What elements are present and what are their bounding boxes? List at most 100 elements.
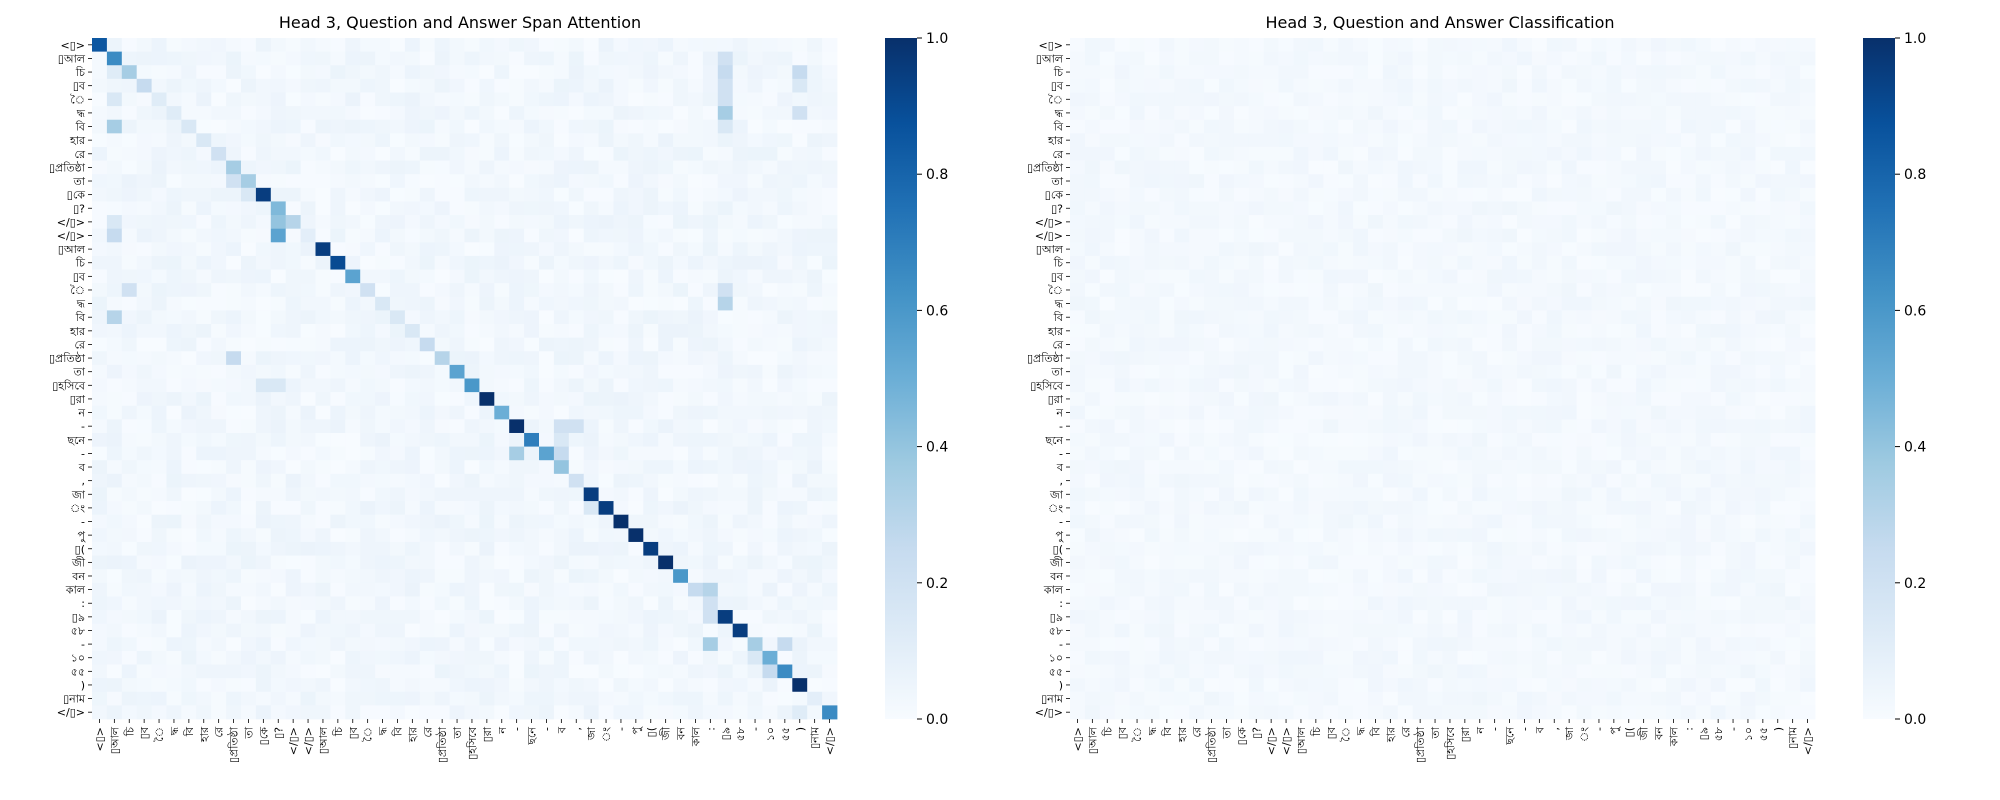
heatmap-cell [360, 78, 376, 93]
heatmap-cell [1323, 541, 1339, 556]
heatmap-cell [658, 92, 674, 107]
heatmap-cell [345, 92, 361, 107]
heatmap-cell [449, 92, 465, 107]
heatmap-cell [539, 650, 555, 665]
heatmap-cell [330, 228, 346, 243]
heatmap-cell [807, 242, 823, 257]
heatmap-cell [1099, 269, 1116, 284]
heatmap-cell [568, 528, 585, 543]
heatmap-cell [1651, 38, 1667, 53]
heatmap-cell [464, 650, 480, 665]
heatmap-cell [1457, 92, 1473, 107]
heatmap-cell [151, 92, 167, 107]
heatmap-cell [524, 460, 540, 475]
heatmap-cell [598, 419, 614, 434]
heatmap-cell [434, 187, 450, 202]
heatmap-cell [1248, 51, 1265, 66]
heatmap-cell [1606, 541, 1622, 556]
heatmap-cell [494, 324, 510, 339]
heatmap-cell [106, 215, 123, 230]
heatmap-cell [1248, 610, 1265, 625]
heatmap-cell [1725, 133, 1741, 148]
heatmap-cell [732, 582, 748, 597]
heatmap-cell [121, 255, 138, 270]
heatmap-cell [583, 160, 599, 175]
heatmap-cell [404, 146, 421, 161]
heatmap-cell [613, 487, 629, 502]
heatmap-cell [1502, 351, 1518, 366]
heatmap-cell [1099, 541, 1116, 556]
heatmap-cell [1248, 650, 1265, 665]
heatmap-cell [1233, 392, 1250, 407]
heatmap-cell [539, 501, 555, 516]
heatmap-cell [315, 146, 331, 161]
heatmap-cell [300, 187, 316, 202]
heatmap-cell [360, 92, 376, 107]
heatmap-cell [1472, 187, 1488, 202]
heatmap-cell [553, 38, 570, 53]
heatmap-cell [1636, 106, 1652, 121]
heatmap-cell [360, 133, 376, 148]
heatmap-cell [196, 215, 212, 230]
heatmap-cell [92, 514, 108, 529]
heatmap-cell [375, 528, 391, 543]
heatmap-cell [1591, 324, 1607, 339]
heatmap-cell [598, 133, 614, 148]
heatmap-cell [1457, 51, 1473, 66]
heatmap-cell [1323, 637, 1339, 652]
heatmap-cell [1323, 269, 1339, 284]
heatmap-cell [702, 269, 719, 284]
heatmap-cell [151, 228, 167, 243]
heatmap-cell [1070, 119, 1086, 134]
heatmap-cell [524, 528, 540, 543]
heatmap-cell [598, 351, 614, 366]
heatmap-cell [121, 378, 138, 393]
heatmap-cell [1695, 228, 1712, 243]
heatmap-cell [1278, 201, 1294, 216]
heatmap-cell [1666, 610, 1682, 625]
heatmap-cell [226, 678, 242, 693]
heatmap-cell [1144, 541, 1160, 556]
heatmap-cell [1084, 392, 1101, 407]
heatmap-cell [658, 38, 674, 53]
heatmap-cell [524, 514, 540, 529]
heatmap-cell [822, 364, 838, 379]
heatmap-cell [1189, 351, 1205, 366]
heatmap-cell [1412, 296, 1428, 311]
y-tick-label: হার [69, 134, 86, 147]
heatmap-cell [1144, 65, 1160, 80]
heatmap-cell [1382, 392, 1399, 407]
heatmap-cell [92, 201, 108, 216]
heatmap-cell [807, 610, 823, 625]
heatmap-cell [1651, 146, 1667, 161]
heatmap-cell [717, 650, 734, 665]
heatmap-cell [717, 51, 734, 66]
heatmap-cell [330, 419, 346, 434]
heatmap-cell [1159, 460, 1175, 475]
heatmap-cell [628, 432, 644, 447]
heatmap-cell [1725, 119, 1741, 134]
heatmap-cell [1472, 419, 1488, 434]
heatmap-cell [792, 392, 808, 407]
heatmap-cell [464, 296, 480, 311]
heatmap-cell [509, 160, 525, 175]
heatmap-cell [300, 351, 316, 366]
heatmap-cell [673, 460, 689, 475]
heatmap-cell [1546, 146, 1563, 161]
heatmap-cell [166, 446, 182, 461]
heatmap-cell [1785, 283, 1801, 298]
heatmap-cell [315, 337, 331, 352]
heatmap-cell [1725, 582, 1741, 597]
heatmap-cell [553, 705, 570, 720]
heatmap-cell [1666, 174, 1682, 189]
heatmap-cell [226, 106, 242, 121]
heatmap-cell [1189, 65, 1205, 80]
heatmap-cell [822, 283, 838, 298]
heatmap-cell [360, 187, 376, 202]
heatmap-cell [106, 51, 123, 66]
heatmap-cell [762, 65, 778, 80]
heatmap-cell [449, 174, 465, 189]
heatmap-cell [688, 119, 704, 134]
heatmap-cell [598, 92, 614, 107]
heatmap-cell [404, 555, 421, 570]
